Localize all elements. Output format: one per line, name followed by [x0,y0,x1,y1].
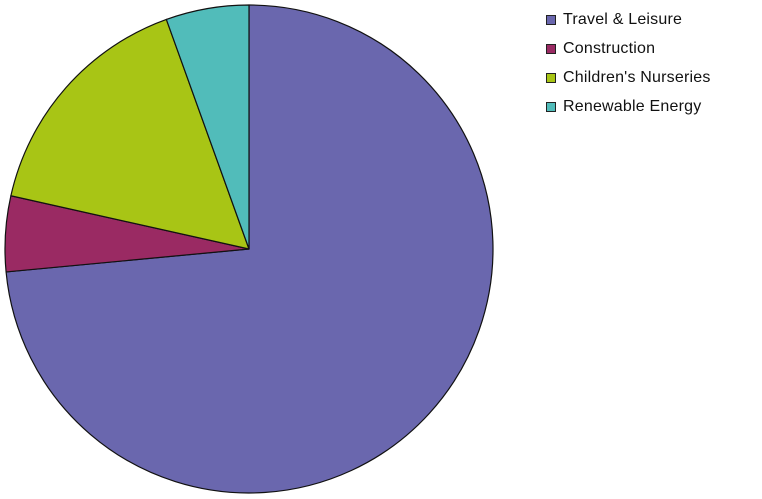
legend-swatch-construction [546,44,556,54]
legend-swatch-childrens-nurseries [546,73,556,83]
pie-slice-renewable-energy [165,4,250,250]
legend-label-renewable-energy: Renewable Energy [563,98,702,115]
legend-item-renewable-energy: Renewable Energy [546,95,711,119]
legend: Travel & Leisure Construction Children's… [546,8,711,124]
legend-label-childrens-nurseries: Children's Nurseries [563,69,711,86]
legend-item-childrens-nurseries: Children's Nurseries [546,66,711,90]
legend-label-travel-leisure: Travel & Leisure [563,11,683,28]
legend-label-construction: Construction [563,40,656,57]
pie-slice-childrens-nurseries [10,18,250,250]
legend-item-travel-leisure: Travel & Leisure [546,8,711,32]
pie-slices [4,4,494,494]
legend-swatch-renewable-energy [546,102,556,112]
legend-item-construction: Construction [546,37,711,61]
legend-swatch-travel-leisure [546,15,556,25]
